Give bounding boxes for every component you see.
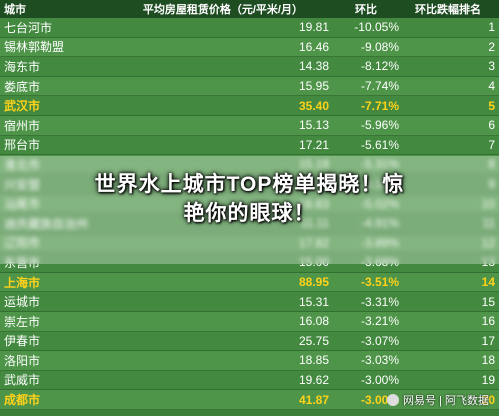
cell-price: 19.81 [298,20,329,35]
cell-change: -3.03% [360,353,399,368]
cell-city: 成都市 [4,393,41,408]
cell-price: 18.85 [298,353,329,368]
table-row: 伊春市 25.75 -3.07% 17 [0,331,499,352]
cell-rank: 4 [488,79,495,94]
cell-city: 上海市 [4,275,41,290]
cell-city: 运城市 [4,295,41,310]
cell-price: 15.31 [298,294,329,309]
table-row: 武汉市 35.40 -7.71% 5 [0,96,499,116]
cell-city: 海东市 [4,59,41,74]
cell-change: -3.31% [360,294,399,309]
cell-change: -7.71% [360,98,399,113]
cell-rank: 14 [481,275,495,290]
table-row: 崇左市 16.08 -3.21% 16 [0,311,499,332]
cell-change: -3.21% [360,314,399,329]
cell-rank: 2 [488,39,495,54]
cell-rank: 6 [488,118,495,133]
cell-city: 娄底市 [4,79,41,94]
cell-price: 41.87 [298,392,329,407]
table-row: 海东市 14.38 -8.12% 3 [0,57,499,77]
cell-price: 14.38 [298,59,329,74]
table-row: 运城市 15.31 -3.31% 15 [0,292,499,312]
cell-change: -3.51% [360,275,399,290]
cell-change: -10.05% [354,20,399,35]
watermark: 网易号 | 阿飞数据 [387,392,489,408]
cell-change: -3.00% [360,372,399,387]
cell-price: 88.95 [298,275,329,290]
cell-rank: 15 [481,294,495,309]
title-line-1: 世界水上城市TOP榜单揭晓！惊 [94,173,405,196]
cell-city: 崇左市 [4,314,41,329]
cell-city: 锡林郭勒盟 [4,40,65,55]
cell-price: 35.40 [298,98,329,113]
cell-city: 邢台市 [4,138,41,153]
cell-city: 七台河市 [4,20,53,35]
cell-change: -5.61% [360,137,399,152]
cell-price: 16.46 [298,39,329,54]
cell-rank: 5 [488,98,495,113]
cell-change: -3.07% [360,333,399,348]
cell-change: -5.96% [360,118,399,133]
cell-change: -9.08% [360,39,399,54]
table-row: 娄底市 15.95 -7.74% 4 [0,76,499,97]
table-row: 武威市 19.62 -3.00% 19 [0,370,499,391]
table-row: 宿州市 15.13 -5.96% 6 [0,115,499,136]
cell-city: 洛阳市 [4,353,41,368]
watermark-text: 网易号 | 阿飞数据 [403,395,489,407]
table-row: 上海市 88.95 -3.51% 14 [0,272,499,293]
cell-change: -7.74% [360,79,399,94]
cell-rank: 17 [481,333,495,348]
cell-rank: 3 [488,59,495,74]
cell-price: 17.21 [298,137,329,152]
header-change: 环比 [355,4,377,16]
article-title: 世界水上城市TOP榜单揭晓！惊 艳你的眼球！ [0,170,499,228]
cell-rank: 7 [488,137,495,152]
cell-city: 伊春市 [4,334,41,349]
table-row: 洛阳市 18.85 -3.03% 18 [0,351,499,371]
cell-change: -8.12% [360,59,399,74]
table-row: 成都市 41.87 -3.00% 20 [0,390,499,410]
cell-rank: 1 [488,20,495,35]
cell-city: 武汉市 [4,99,41,114]
cell-price: 16.08 [298,314,329,329]
header-price: 平均房屋租赁价格（元/平米/月） [142,4,303,16]
table-header: 城市 平均房屋租赁价格（元/平米/月） 环比 环比跌幅排名 [0,0,499,18]
title-line-2: 艳你的眼球！ [183,202,316,225]
cell-rank: 16 [481,314,495,329]
header-rank: 环比跌幅排名 [415,4,481,16]
netease-logo-icon [387,394,400,406]
cell-price: 19.62 [298,372,329,387]
cell-city: 武威市 [4,373,41,388]
cell-price: 15.95 [298,79,329,94]
cell-price: 25.75 [298,333,329,348]
table-row: 七台河市 19.81 -10.05% 1 [0,18,499,38]
title-backdrop [0,156,499,264]
cell-rank: 18 [481,353,495,368]
cell-rank: 19 [481,372,495,387]
table-row: 锡林郭勒盟 16.46 -9.08% 2 [0,37,499,58]
cell-rank: 20 [481,392,495,407]
cell-price: 15.13 [298,118,329,133]
cell-city: 宿州市 [4,118,41,133]
header-city: 城市 [4,4,26,16]
table-row: 邢台市 17.21 -5.61% 7 [0,135,499,156]
